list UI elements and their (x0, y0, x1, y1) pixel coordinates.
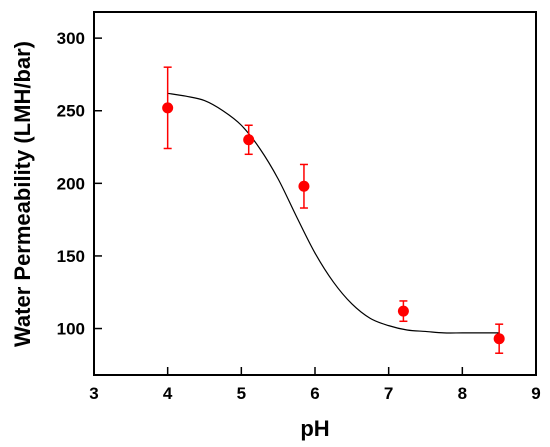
x-tick-label: 6 (310, 384, 319, 403)
data-marker (298, 180, 310, 192)
y-axis-ticks: 100 150 200 250 300 (57, 29, 102, 339)
x-axis-ticks: 3 4 5 6 7 8 9 (89, 367, 541, 403)
x-tick-label: 3 (89, 384, 98, 403)
x-tick-label: 4 (163, 384, 173, 403)
data-marker (493, 333, 505, 345)
y-tick-label: 100 (57, 320, 85, 339)
data-point (493, 323, 505, 354)
y-tick-label: 200 (57, 174, 85, 193)
data-point (162, 66, 174, 150)
x-axis-title: pH (300, 416, 329, 441)
y-tick-label: 150 (57, 247, 85, 266)
x-tick-label: 8 (458, 384, 467, 403)
y-axis-title: Water Permeability (LMH/bar) (10, 41, 35, 347)
x-tick-label: 9 (531, 384, 540, 403)
data-point (298, 163, 310, 209)
data-marker (162, 102, 174, 114)
data-marker (397, 305, 409, 317)
fit-curve-group (167, 92, 500, 334)
y-tick-label: 250 (57, 102, 85, 121)
data-point (243, 124, 255, 156)
data-points-group (162, 66, 505, 354)
y-tick-label: 300 (57, 29, 85, 48)
plot-area (93, 11, 537, 376)
data-marker (243, 134, 255, 146)
x-tick-label: 7 (384, 384, 393, 403)
x-tick-label: 5 (237, 384, 246, 403)
data-point (397, 300, 409, 323)
fit-curve (167, 92, 500, 334)
